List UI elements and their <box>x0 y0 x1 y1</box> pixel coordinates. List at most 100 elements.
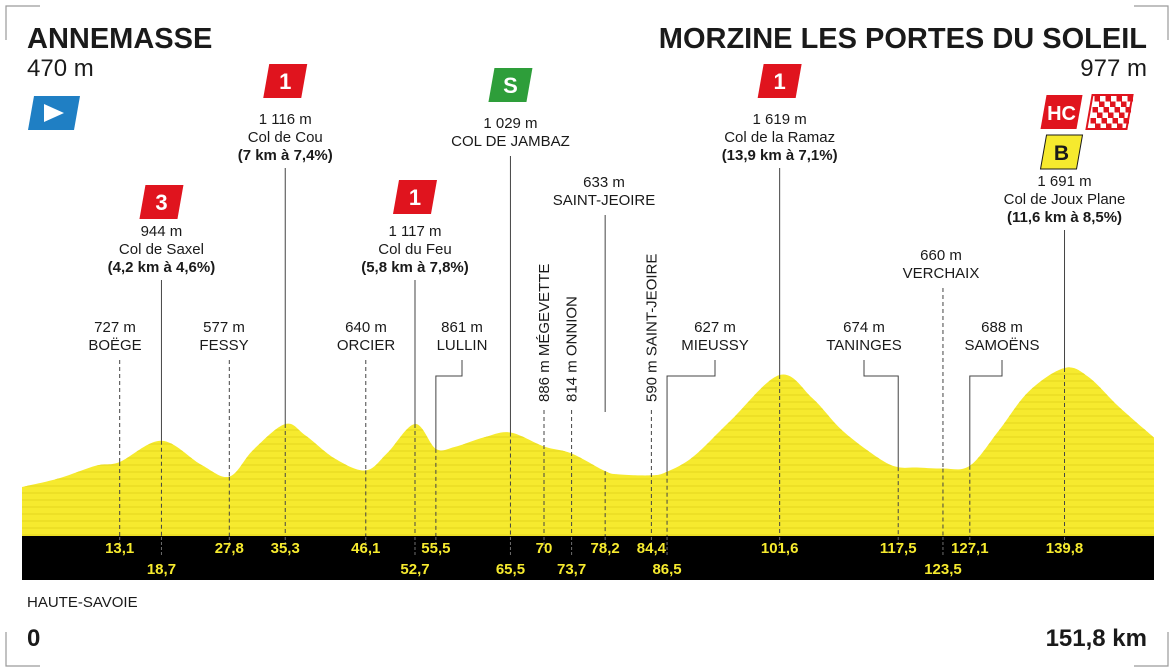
place-altitude: 727 m <box>94 319 136 336</box>
place-name: SAINT-JEOIRE <box>553 192 656 209</box>
finish-altitude: 977 m <box>1080 55 1147 82</box>
place-altitude: 627 m <box>694 319 736 336</box>
start-town: ANNEMASSE <box>27 23 212 55</box>
place-label-vertical: 814 m ONNION <box>564 296 581 402</box>
place-name: BOËGE <box>88 337 141 354</box>
place-label-vertical: 590 m SAINT-JEOIRE <box>643 254 660 402</box>
climb-altitude: 1 117 m <box>388 223 441 240</box>
climb-detail: (13,9 km à 7,1%) <box>722 147 838 164</box>
climb-detail: (11,6 km à 8,5%) <box>1007 209 1122 226</box>
place-altitude: 633 m <box>583 174 625 191</box>
climb-detail: (5,8 km à 7,8%) <box>361 259 469 276</box>
badge-label: S <box>503 73 518 98</box>
marker-line <box>969 360 1003 466</box>
start-km-label: 0 <box>27 625 40 652</box>
bonus-badge <box>1039 134 1084 170</box>
marker-line <box>863 360 899 468</box>
sprint-badge <box>488 68 533 102</box>
climb-category-badge <box>263 64 308 98</box>
place-altitude: 577 m <box>203 319 245 336</box>
km-label: 46,1 <box>351 540 380 557</box>
place-altitude: 640 m <box>345 319 387 336</box>
marker-lines <box>119 156 1066 536</box>
km-label: 86,5 <box>652 561 681 578</box>
start-altitude: 470 m <box>27 55 94 82</box>
marker-line <box>666 360 716 472</box>
place-altitude: 674 m <box>843 319 885 336</box>
frame-corner-bottom-left <box>5 632 40 667</box>
km-label: 52,7 <box>400 561 429 578</box>
frame-corner-top-right <box>1134 5 1169 40</box>
climb-name: Col de la Ramaz <box>724 129 835 146</box>
place-5: 886 m MÉGEVETTE <box>536 264 553 402</box>
km-label: 55,5 <box>421 540 450 557</box>
marker-line <box>435 360 463 449</box>
place-label-vertical: 886 m MÉGEVETTE <box>536 264 553 402</box>
badge-label: 1 <box>279 69 291 94</box>
badge-label: HC <box>1047 103 1076 125</box>
place-name: VERCHAIX <box>903 265 980 282</box>
badge-label: 3 <box>155 190 167 215</box>
km-label: 123,5 <box>924 561 962 578</box>
place-6: 814 m ONNION <box>564 296 581 402</box>
climb-name: Col de Saxel <box>119 241 204 258</box>
km-label: 101,6 <box>761 540 799 557</box>
climb-category-badge <box>757 64 802 98</box>
climb-detail: (7 km à 7,4%) <box>238 147 333 164</box>
km-label: 117,5 <box>880 540 917 557</box>
km-label: 127,1 <box>951 540 989 557</box>
climb-category-badge <box>1040 95 1083 129</box>
km-label: 65,5 <box>496 561 525 578</box>
climb-altitude: 1 619 m <box>753 111 807 128</box>
climb-altitude: 1 691 m <box>1037 173 1091 190</box>
badge-label: 1 <box>774 69 786 94</box>
climb-detail: (4,2 km à 4,6%) <box>108 259 216 276</box>
km-label: 139,8 <box>1046 540 1084 557</box>
place-name: MIEUSSY <box>681 337 749 354</box>
place-name: TANINGES <box>826 337 902 354</box>
km-label: 73,7 <box>557 561 586 578</box>
total-distance: 151,8 km <box>1046 625 1147 652</box>
place-altitude: 660 m <box>920 247 962 264</box>
place-altitude: 861 m <box>441 319 483 336</box>
climb-name: Col du Feu <box>378 241 451 258</box>
km-label: 70 <box>536 540 553 557</box>
climb-category-badge <box>392 180 437 214</box>
start-arrow-icon <box>28 96 80 130</box>
region-label: HAUTE-SAVOIE <box>27 594 138 611</box>
climb-name: Col de Cou <box>248 129 323 146</box>
checkered-flag-icon <box>1085 94 1134 130</box>
climb-category-badge <box>139 185 184 219</box>
km-label: 18,7 <box>147 561 176 578</box>
place-8: 590 m SAINT-JEOIRE <box>643 254 660 402</box>
bonus-badge-label: B <box>1054 142 1069 165</box>
km-label: 78,2 <box>591 540 620 557</box>
km-label: 35,3 <box>271 540 300 557</box>
km-ticks <box>119 537 1066 556</box>
climb-name: COL DE JAMBAZ <box>451 133 570 150</box>
frame-corner-top-left <box>5 5 40 40</box>
badge-label: 1 <box>409 185 421 210</box>
km-label: 13,1 <box>105 540 134 557</box>
place-name: FESSY <box>199 337 248 354</box>
km-label: 84,4 <box>637 540 667 557</box>
climb-altitude: 1 029 m <box>483 115 537 132</box>
climb-name: Col de Joux Plane <box>1004 191 1126 208</box>
climb-altitude: 944 m <box>141 223 183 240</box>
